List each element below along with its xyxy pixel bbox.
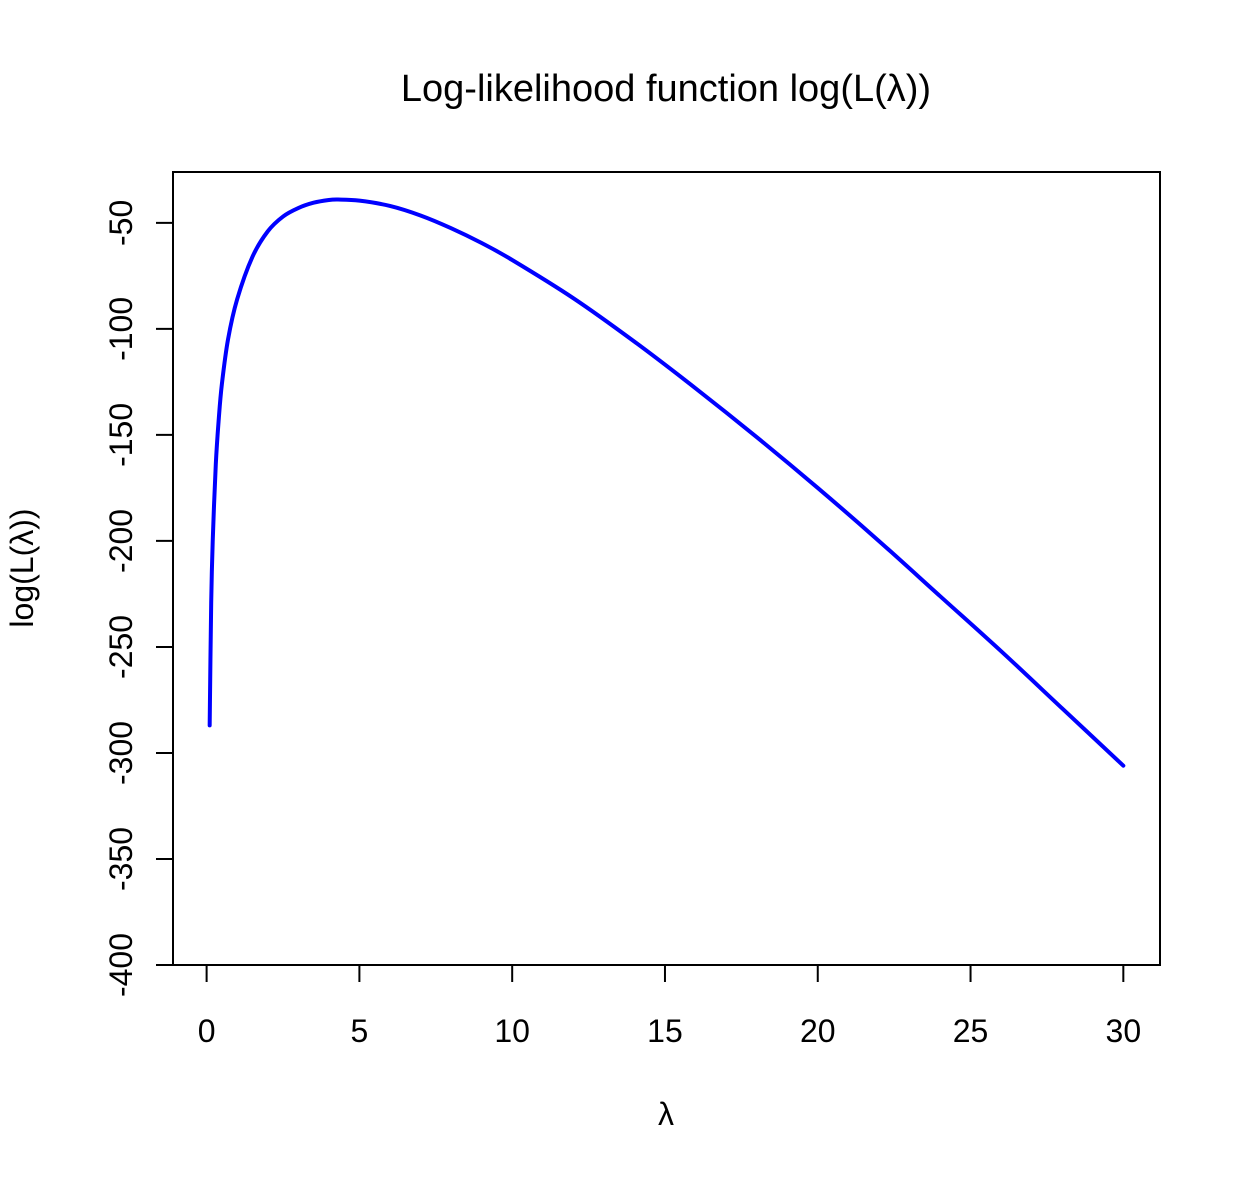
x-tick-label: 30 <box>1106 1013 1142 1049</box>
x-tick-label: 0 <box>198 1013 216 1049</box>
x-axis: 0 5 10 15 20 25 30 <box>198 964 1142 1049</box>
y-tick-label: -150 <box>103 403 139 467</box>
y-axis: -400 -350 -300 -250 -200 -150 -100 -50 <box>103 200 174 997</box>
y-tick-label: -250 <box>103 615 139 679</box>
x-axis-label: λ <box>658 1096 674 1132</box>
x-tick-label: 15 <box>647 1013 683 1049</box>
y-tick-label: -100 <box>103 297 139 361</box>
y-tick-label: -200 <box>103 509 139 573</box>
y-tick-label: -350 <box>103 827 139 891</box>
y-tick-label: -50 <box>103 200 139 246</box>
chart-title: Log-likelihood function log(L(λ)) <box>401 68 931 110</box>
plot-frame <box>172 171 1161 966</box>
x-tick-label: 10 <box>494 1013 530 1049</box>
y-tick-label: -400 <box>103 933 139 997</box>
x-tick-label: 25 <box>953 1013 989 1049</box>
y-tick-label: -300 <box>103 721 139 785</box>
x-tick-label: 20 <box>800 1013 836 1049</box>
y-axis-label: log(L(λ)) <box>4 508 40 627</box>
x-tick-label: 5 <box>351 1013 369 1049</box>
series-line <box>207 197 1126 768</box>
